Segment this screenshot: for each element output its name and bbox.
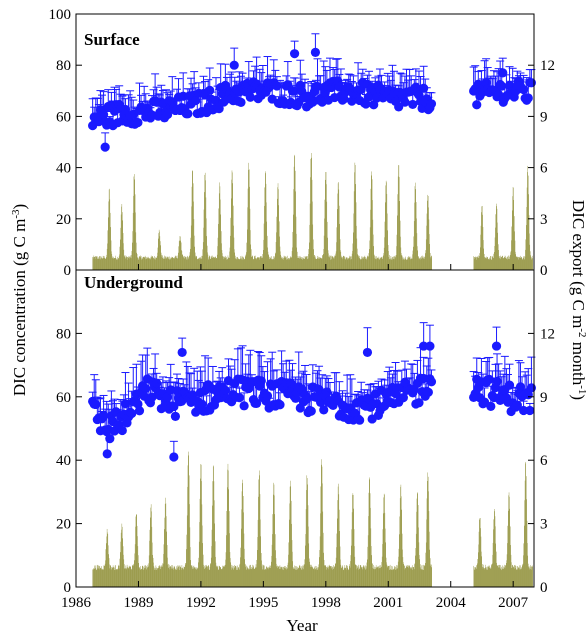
left-tick-label: 20 <box>56 517 71 533</box>
concentration-point <box>424 388 433 397</box>
concentration-point <box>492 341 501 350</box>
concentration-point <box>524 93 533 102</box>
panel-label-surface: Surface <box>84 30 140 49</box>
right-tick-label: 0 <box>540 263 548 279</box>
right-tick-label: 6 <box>540 453 548 469</box>
x-tick-label: 1998 <box>311 595 341 611</box>
x-tick-label: 2004 <box>436 595 467 611</box>
x-tick-label: 1992 <box>186 595 216 611</box>
concentration-point <box>363 348 372 357</box>
concentration-point <box>425 341 434 350</box>
concentration-point <box>290 49 299 58</box>
left-tick-label: 80 <box>56 58 71 74</box>
concentration-point <box>527 383 536 392</box>
x-tick-label: 1995 <box>248 595 278 611</box>
concentration-point <box>171 412 180 421</box>
right-axis-title-sup2: -1 <box>576 385 588 394</box>
left-tick-label: 0 <box>64 580 72 596</box>
right-axis-title: DIC export (g C m-2 month-1) <box>569 200 588 400</box>
concentration-point <box>307 407 316 416</box>
right-tick-label: 9 <box>540 390 548 406</box>
left-axis-title-main: DIC concentration (g C m <box>10 219 29 397</box>
x-tick-label: 1986 <box>61 595 92 611</box>
left-tick-label: 40 <box>56 161 71 177</box>
concentration-point <box>275 400 284 409</box>
concentration-point <box>135 406 144 415</box>
concentration-point <box>205 86 214 95</box>
right-axis-title-main: DIC export (g C m <box>569 200 588 328</box>
right-tick-label: 3 <box>540 517 548 533</box>
right-axis-title-mid: month <box>569 338 588 386</box>
concentration-point <box>105 434 114 443</box>
concentration-point <box>183 109 192 118</box>
concentration-point <box>311 48 320 57</box>
concentration-point <box>263 391 272 400</box>
right-tick-label: 3 <box>540 212 548 228</box>
panel-label-underground: Underground <box>84 273 183 292</box>
x-tick-label: 1989 <box>123 595 153 611</box>
concentration-point <box>472 100 481 109</box>
concentration-point <box>133 118 142 127</box>
concentration-point <box>427 99 436 108</box>
concentration-point <box>127 409 136 418</box>
left-tick-label: 20 <box>56 212 71 228</box>
concentration-point <box>169 452 178 461</box>
concentration-point <box>118 426 127 435</box>
concentration-point <box>230 61 239 70</box>
right-tick-label: 12 <box>540 326 555 342</box>
concentration-point <box>427 377 436 386</box>
concentration-point <box>236 98 245 107</box>
plot-frame <box>76 14 534 270</box>
concentration-point <box>400 98 409 107</box>
concentration-point <box>101 143 110 152</box>
concentration-point <box>103 449 112 458</box>
concentration-point <box>486 402 495 411</box>
concentration-point <box>240 401 249 410</box>
left-tick-label: 0 <box>64 263 72 279</box>
concentration-point <box>178 348 187 357</box>
x-tick-label: 2007 <box>498 595 529 611</box>
concentration-point <box>355 416 364 425</box>
left-tick-label: 60 <box>56 109 71 125</box>
concentration-point <box>152 379 161 388</box>
right-tick-label: 9 <box>540 109 548 125</box>
concentration-point <box>525 406 534 415</box>
left-tick-label: 80 <box>56 326 71 342</box>
plot-frame <box>76 270 534 587</box>
left-axis-title-end: ) <box>10 204 29 210</box>
concentration-point <box>246 93 255 102</box>
right-tick-label: 12 <box>540 58 555 74</box>
concentration-point <box>221 386 230 395</box>
left-tick-label: 40 <box>56 453 71 469</box>
left-axis-title: DIC concentration (g C m-3) <box>10 204 29 396</box>
x-tick-label: 2001 <box>373 595 403 611</box>
right-axis-title-sup1: -2 <box>576 328 588 337</box>
concentration-point <box>498 68 507 77</box>
left-tick-label: 60 <box>56 390 71 406</box>
concentration-point <box>235 393 244 402</box>
left-tick-label: 100 <box>49 7 72 23</box>
right-tick-label: 6 <box>540 161 548 177</box>
concentration-point <box>527 78 536 87</box>
right-axis-title-end: ) <box>569 394 588 400</box>
right-tick-label: 0 <box>540 580 548 596</box>
x-axis-title: Year <box>286 616 318 635</box>
